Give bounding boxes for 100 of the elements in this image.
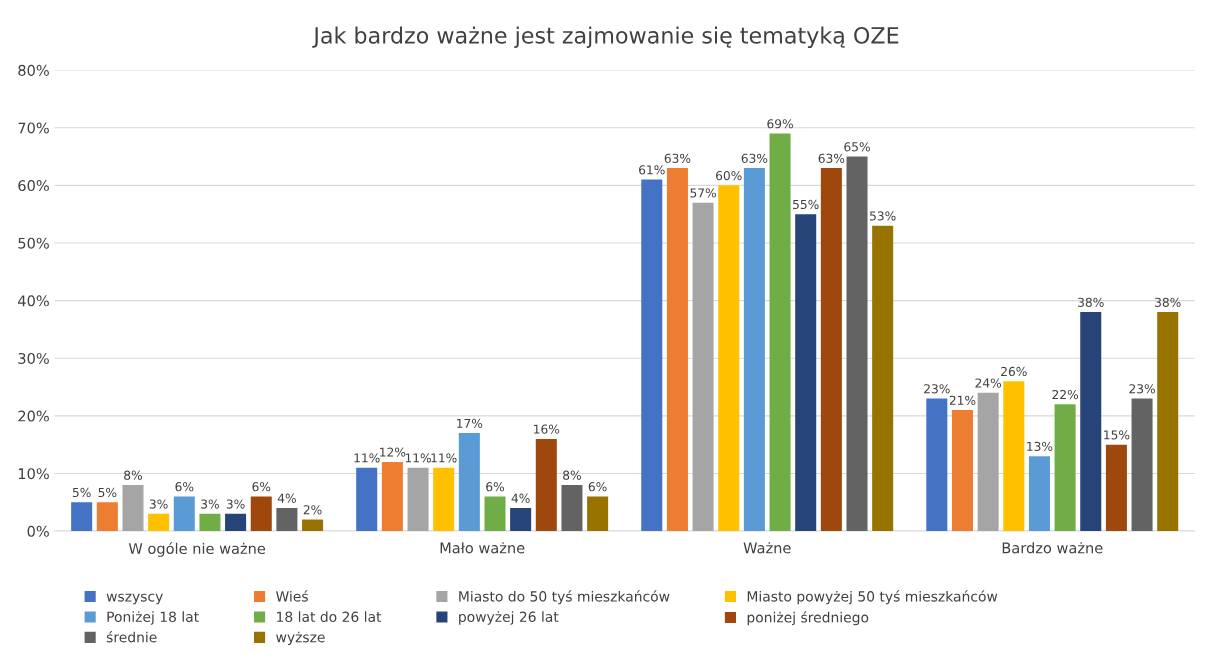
bar — [458, 433, 480, 532]
bar — [1028, 456, 1050, 532]
bar — [1105, 444, 1127, 532]
data-label: 57% — [690, 188, 716, 198]
bar — [820, 168, 842, 532]
data-label: 6% — [252, 482, 271, 492]
data-label: 6% — [486, 482, 505, 492]
data-label: 13% — [1027, 441, 1053, 452]
bar — [1131, 398, 1153, 532]
x-tick-label: Ważne — [743, 542, 791, 554]
data-label: 38% — [1078, 297, 1104, 307]
data-label: 61% — [639, 165, 665, 175]
data-label: 5% — [72, 487, 91, 498]
data-label: 21% — [949, 395, 976, 405]
bar — [561, 484, 583, 532]
y-tick-label: 0% — [27, 525, 49, 537]
bar — [769, 133, 791, 532]
data-label: 3% — [201, 499, 219, 509]
legend-label: poniżej średniego — [747, 611, 869, 626]
data-label: 60% — [716, 170, 742, 181]
data-label: 8% — [124, 470, 142, 480]
legend-label: wyższe — [276, 631, 325, 646]
bar — [510, 508, 532, 532]
bar — [641, 179, 663, 532]
data-label: 23% — [1129, 384, 1155, 394]
bar — [250, 496, 272, 532]
legend-label: Poniżej 18 lat — [107, 611, 199, 625]
data-label: 16% — [534, 424, 560, 434]
bar — [302, 519, 324, 532]
bar — [122, 484, 144, 532]
y-tick-label: 20% — [18, 410, 49, 422]
chart-title: Jak bardzo ważne jest zajmowanie się tematyką OZE — [312, 26, 899, 49]
data-label: 2% — [303, 505, 322, 515]
x-tick-label: Bardzo ważne — [1002, 542, 1103, 554]
bar — [148, 513, 170, 532]
data-label: 3% — [226, 499, 245, 509]
bar — [743, 168, 765, 532]
data-label: 6% — [175, 482, 194, 492]
data-label: 17% — [457, 418, 483, 428]
bar — [407, 467, 429, 532]
legend-label: Miasto do 50 tyś mieszkańców — [459, 590, 670, 605]
y-tick-label: 40% — [18, 295, 49, 307]
bar — [926, 398, 948, 532]
data-label: 11% — [405, 453, 431, 463]
bar — [1080, 312, 1102, 532]
x-tick-label: Mało ważne — [440, 542, 525, 554]
x-tick-label: W ogóle nie ważne — [128, 542, 266, 557]
data-label: 5% — [98, 487, 117, 498]
data-label: 69% — [767, 119, 793, 129]
bar — [666, 168, 688, 532]
data-label: 63% — [741, 153, 768, 163]
bar — [951, 410, 973, 532]
bar — [484, 496, 506, 532]
bar — [535, 438, 557, 532]
bar — [795, 214, 817, 532]
data-label: 8% — [563, 470, 581, 480]
bar — [96, 502, 118, 532]
bar — [718, 185, 740, 532]
data-label: 4% — [277, 493, 296, 503]
data-label: 15% — [1104, 430, 1130, 440]
bar — [173, 496, 195, 532]
data-label: 12% — [380, 447, 406, 457]
bar — [1003, 381, 1025, 532]
bar — [356, 467, 378, 532]
bar — [433, 467, 455, 532]
y-tick-label: 30% — [18, 352, 49, 364]
data-label: 11% — [431, 453, 457, 463]
data-label: 24% — [975, 378, 1002, 388]
data-label: 11% — [354, 453, 380, 463]
y-tick-label: 80% — [18, 64, 49, 76]
data-label: 4% — [511, 493, 530, 503]
bar — [872, 225, 894, 532]
data-label: 55% — [793, 199, 819, 210]
y-tick-label: 70% — [18, 122, 49, 134]
data-label: 38% — [1155, 297, 1181, 307]
bar — [1157, 312, 1179, 532]
bar — [199, 513, 221, 532]
legend-label: 18 lat do 26 lat — [277, 611, 382, 623]
legend-label: wszyscy — [106, 593, 163, 605]
data-label: 23% — [924, 384, 950, 394]
data-label: 65% — [844, 142, 870, 152]
data-label: 3% — [149, 499, 168, 509]
data-label: 6% — [588, 482, 607, 492]
bar — [587, 496, 609, 532]
bar — [225, 513, 247, 532]
legend-label: Miasto powyżej 50 tyś mieszkańców — [747, 590, 998, 605]
y-tick-label: 50% — [18, 237, 49, 249]
data-label: 53% — [870, 211, 896, 221]
bar — [846, 156, 868, 532]
bar — [381, 461, 403, 532]
data-label: 63% — [664, 153, 691, 163]
bar — [1054, 404, 1076, 532]
legend-label: Wieś — [276, 590, 308, 602]
data-label: 22% — [1052, 389, 1079, 400]
y-tick-label: 60% — [18, 180, 49, 192]
bar — [276, 508, 298, 532]
data-label: 26% — [1001, 366, 1027, 377]
data-label: 63% — [818, 153, 845, 163]
y-tick-label: 10% — [18, 468, 49, 480]
legend-label: średnie — [106, 631, 157, 643]
